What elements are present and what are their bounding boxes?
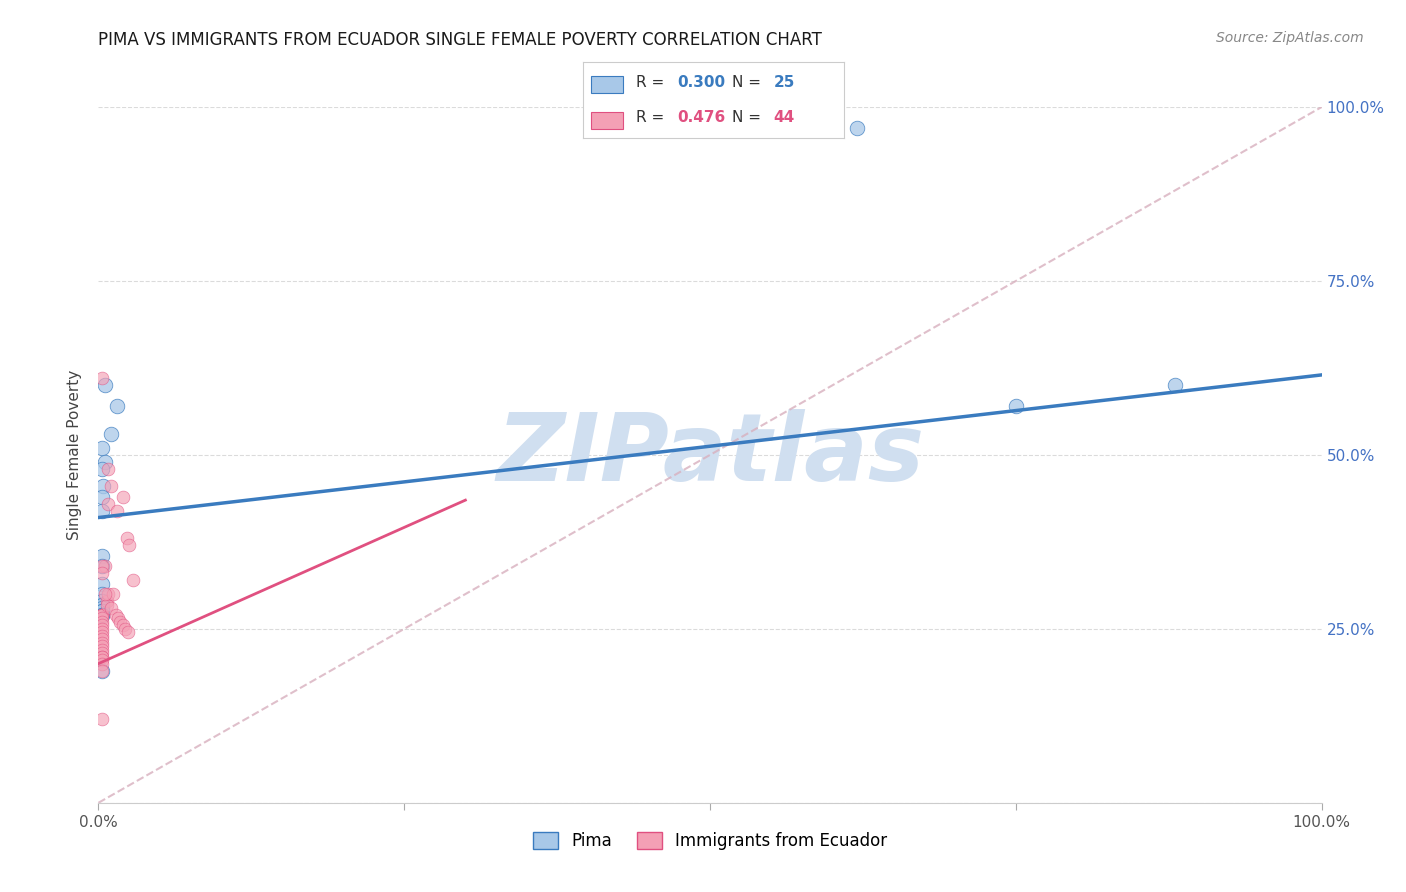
Text: N =: N = <box>731 76 766 90</box>
Legend: Pima, Immigrants from Ecuador: Pima, Immigrants from Ecuador <box>526 826 894 857</box>
Text: 25: 25 <box>773 76 794 90</box>
Point <box>91 712 114 726</box>
Y-axis label: Single Female Poverty: Single Female Poverty <box>67 370 83 540</box>
Point <box>91 598 114 612</box>
Point <box>91 503 114 517</box>
Point <box>91 371 114 385</box>
Point <box>91 559 114 574</box>
Point <box>105 503 128 517</box>
Text: N =: N = <box>731 110 766 125</box>
Point <box>97 497 120 511</box>
Point <box>111 618 134 632</box>
Point <box>91 549 114 563</box>
Point <box>100 479 122 493</box>
Point <box>91 611 114 625</box>
Text: R =: R = <box>636 76 669 90</box>
Point <box>91 664 114 678</box>
Point <box>121 573 143 587</box>
Text: ZIPatlas: ZIPatlas <box>496 409 924 501</box>
Point <box>91 625 114 640</box>
Point <box>91 490 114 504</box>
Point <box>91 649 114 664</box>
Text: 0.476: 0.476 <box>678 110 725 125</box>
Point <box>96 594 118 608</box>
Text: 0.300: 0.300 <box>678 76 725 90</box>
Point <box>91 605 114 619</box>
Point <box>1004 399 1026 413</box>
Point <box>110 615 132 629</box>
FancyBboxPatch shape <box>592 76 623 93</box>
Point <box>91 653 114 667</box>
Point <box>96 598 118 612</box>
Point <box>91 615 114 629</box>
Point <box>91 479 114 493</box>
Point <box>91 607 114 622</box>
Point <box>91 642 114 657</box>
Text: PIMA VS IMMIGRANTS FROM ECUADOR SINGLE FEMALE POVERTY CORRELATION CHART: PIMA VS IMMIGRANTS FROM ECUADOR SINGLE F… <box>98 31 823 49</box>
Point <box>101 587 124 601</box>
Point <box>93 559 115 574</box>
Point <box>91 646 114 660</box>
Point <box>117 625 139 640</box>
Point <box>91 587 114 601</box>
Point <box>91 559 114 574</box>
FancyBboxPatch shape <box>592 112 623 129</box>
Point <box>91 639 114 653</box>
Point <box>91 664 114 678</box>
Point <box>91 607 114 622</box>
Point <box>91 629 114 643</box>
Point <box>91 636 114 650</box>
Point <box>91 632 114 647</box>
Point <box>91 462 114 476</box>
Text: R =: R = <box>636 110 669 125</box>
Point <box>91 618 114 632</box>
Point <box>115 532 138 546</box>
Point <box>91 649 114 664</box>
Point <box>93 455 115 469</box>
Point <box>100 601 122 615</box>
Point <box>91 607 114 622</box>
Point <box>91 607 114 622</box>
Point <box>91 605 114 619</box>
Point <box>118 538 141 552</box>
Point <box>845 120 868 135</box>
Text: Source: ZipAtlas.com: Source: ZipAtlas.com <box>1216 31 1364 45</box>
Point <box>91 607 114 622</box>
Point <box>104 607 127 622</box>
Point <box>91 657 114 671</box>
Text: 44: 44 <box>773 110 794 125</box>
Point <box>91 576 114 591</box>
Point <box>97 462 120 476</box>
Point <box>100 427 122 442</box>
Point <box>91 598 114 612</box>
Point <box>107 611 129 625</box>
Point <box>91 441 114 455</box>
Point <box>93 587 115 601</box>
Point <box>91 594 114 608</box>
Point <box>91 566 114 581</box>
Point <box>105 399 128 413</box>
Point <box>97 587 120 601</box>
Point <box>91 622 114 636</box>
Point <box>1164 378 1187 392</box>
Point <box>114 622 136 636</box>
Point <box>111 490 134 504</box>
Point <box>93 378 115 392</box>
Point <box>91 601 114 615</box>
